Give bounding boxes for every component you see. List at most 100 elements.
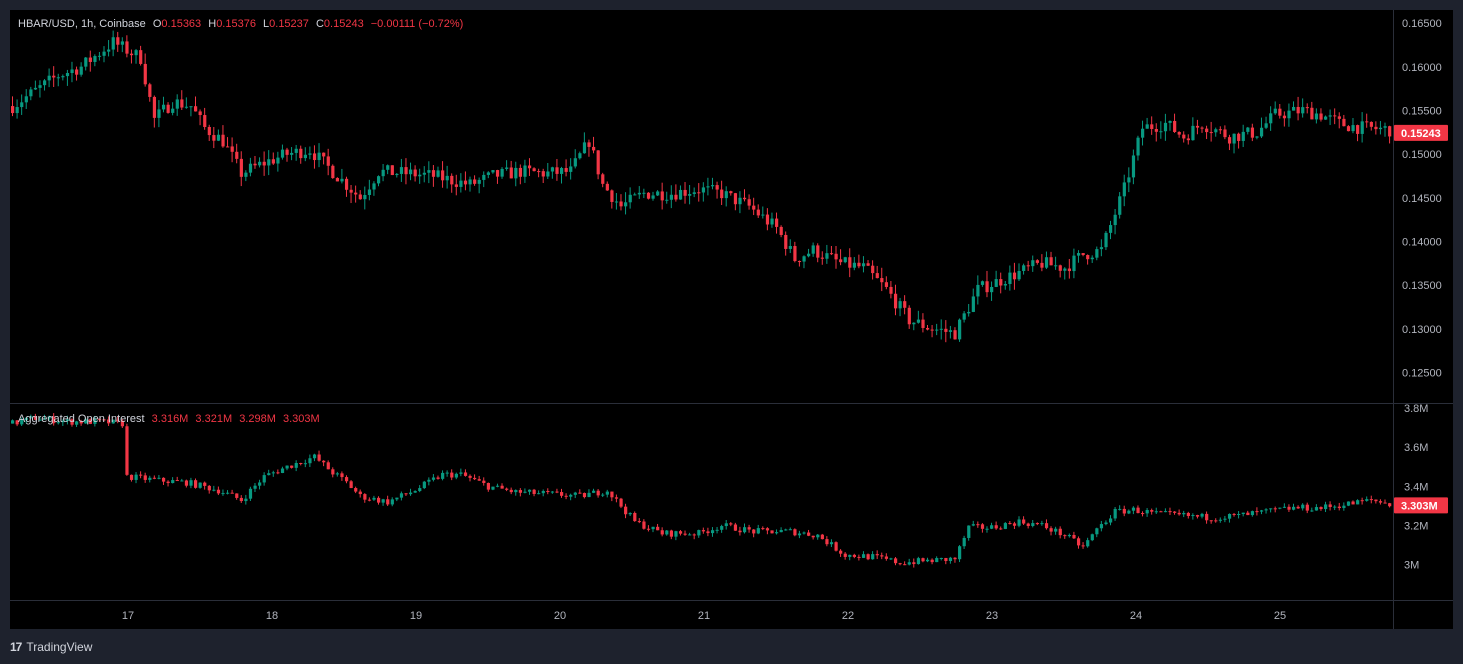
price-candle: [1058, 265, 1062, 271]
oi-candle: [944, 557, 948, 562]
price-candle: [248, 163, 253, 173]
oi-candle: [500, 485, 504, 489]
price-candle: [509, 167, 513, 179]
price-candle: [880, 278, 884, 283]
oi-candle: [413, 491, 417, 493]
oi-candle: [1232, 513, 1236, 515]
oi-candle: [1182, 512, 1186, 515]
price-candle: [1072, 255, 1076, 272]
oi-title[interactable]: Aggregated Open Interest: [18, 413, 145, 425]
price-candle: [1378, 127, 1383, 130]
time-tick-label: 24: [1130, 610, 1142, 622]
oi-candle: [1136, 507, 1140, 514]
oi-candle: [948, 557, 953, 562]
price-candle: [1008, 272, 1012, 284]
price-candle: [944, 328, 948, 332]
oi-candle: [52, 416, 56, 424]
oi-open-value: 3.316M: [151, 413, 189, 425]
price-candle: [958, 319, 962, 340]
oi-high-value: 3.321M: [195, 413, 233, 425]
oi-candle: [1090, 534, 1094, 541]
price-candle: [1374, 126, 1378, 130]
oi-candle: [1150, 510, 1154, 512]
price-candle: [413, 169, 417, 177]
price-tick-label: 0.15000: [1402, 149, 1442, 161]
price-candle: [180, 99, 184, 108]
price-candle: [491, 170, 495, 173]
oi-candle: [861, 554, 866, 558]
oi-candle: [212, 489, 216, 491]
price-candle: [11, 106, 15, 114]
price-candle: [1177, 131, 1181, 135]
price-candle: [1351, 125, 1355, 132]
price-candle: [171, 108, 175, 113]
price-candle: [134, 50, 138, 56]
oi-candle: [596, 490, 600, 496]
price-candle: [1314, 113, 1319, 120]
oi-candle: [1031, 523, 1035, 526]
price-candle: [404, 167, 408, 175]
oi-candle: [990, 525, 994, 529]
price-candle: [582, 142, 587, 154]
oi-candle: [875, 554, 879, 556]
oi-candle: [683, 533, 687, 535]
oi-candle: [912, 562, 916, 565]
oi-candle: [381, 499, 385, 503]
oi-candle: [1095, 528, 1099, 535]
price-candle: [1017, 270, 1021, 280]
oi-candle: [1118, 508, 1122, 510]
price-candle: [903, 301, 907, 308]
price-candle: [1122, 182, 1126, 197]
oi-candle: [1287, 506, 1291, 510]
oi-candle: [377, 497, 381, 503]
oi-candle: [569, 494, 573, 497]
oi-candle: [75, 421, 79, 425]
price-candle: [633, 194, 637, 196]
oi-candle: [207, 485, 211, 491]
oi-candle: [88, 419, 92, 424]
chart-frame[interactable]: 0.16500 0.16000 0.15500 0.15000 0.14500 0.140…: [10, 10, 1453, 629]
oi-candle: [322, 460, 326, 463]
oi-candle: [564, 495, 568, 497]
price-candle: [1086, 255, 1090, 260]
oi-candle: [482, 480, 486, 484]
price-candle: [335, 178, 340, 182]
oi-candle: [935, 558, 939, 563]
price-candle: [331, 165, 335, 179]
price-candle: [258, 161, 262, 166]
oi-candle: [294, 463, 298, 468]
price-candle: [555, 167, 559, 174]
symbol-label[interactable]: HBAR/USD, 1h, Coinbase: [18, 18, 146, 30]
oi-candle: [184, 480, 189, 486]
oi-candle: [976, 524, 980, 526]
price-candle: [866, 263, 870, 266]
oi-candle: [363, 494, 367, 500]
oi-candle: [1131, 507, 1136, 511]
chart-canvas[interactable]: 0.16500 0.16000 0.15500 0.15000 0.14500 0.140…: [10, 10, 1453, 629]
price-candle: [967, 311, 971, 314]
tradingview-logo-icon[interactable]: 17: [10, 640, 22, 654]
oi-candle: [1360, 500, 1364, 502]
oi-candle: [765, 528, 770, 531]
price-candle: [743, 197, 747, 200]
price-candle: [1090, 257, 1094, 260]
price-candle: [139, 50, 143, 64]
price-candle: [884, 282, 889, 287]
oi-candle: [1058, 528, 1062, 536]
price-candle: [120, 41, 124, 45]
oi-candle: [1173, 511, 1177, 513]
oi-candle: [216, 489, 221, 494]
price-candle: [752, 205, 756, 210]
oi-candle: [47, 416, 51, 419]
price-candle: [747, 199, 751, 206]
oi-candle: [262, 475, 266, 483]
price-candle: [1246, 127, 1250, 132]
price-candle: [816, 245, 820, 258]
oi-candle: [674, 531, 678, 537]
oi-candle: [1342, 505, 1346, 509]
oi-candle: [523, 491, 527, 493]
brand-name[interactable]: TradingView: [26, 640, 93, 654]
price-candle: [674, 194, 678, 200]
time-tick-label: 19: [410, 610, 422, 622]
price-candle: [129, 53, 134, 56]
